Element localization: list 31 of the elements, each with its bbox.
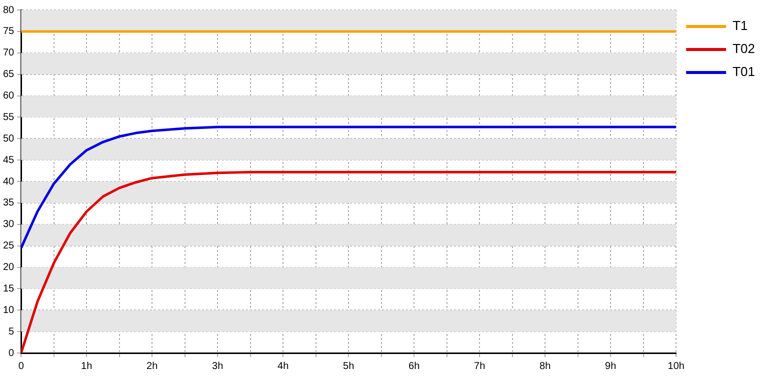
y-tick-label: 0	[8, 348, 15, 359]
y-tick-label: 35	[3, 198, 15, 209]
y-tick-label: 80	[3, 4, 15, 16]
x-tick-label: 9h	[605, 360, 616, 372]
x-tick-label: 0	[18, 360, 24, 372]
y-tick-label: 5	[8, 326, 15, 338]
y-tick-label: 15	[3, 283, 15, 294]
y-tick-label: 45	[3, 154, 15, 166]
x-tick-label: 5h	[343, 360, 354, 372]
x-tick-label: 10h	[668, 360, 684, 372]
legend-label: T02	[732, 41, 756, 56]
y-tick-label: 40	[3, 176, 15, 188]
y-tick-label: 55	[3, 112, 15, 123]
y-tick-label: 20	[3, 262, 15, 273]
legend-label: T1	[732, 18, 748, 34]
y-tick-label: 60	[3, 90, 15, 102]
y-tick-label: 25	[3, 240, 15, 252]
x-tick-label: 8h	[540, 360, 551, 372]
x-tick-label: 6h	[408, 360, 420, 372]
y-tick-label: 10	[3, 304, 15, 316]
legend-label: T01	[732, 64, 756, 80]
x-tick-label: 2h	[146, 360, 158, 372]
y-tick-label: 70	[3, 48, 15, 59]
y-tick-label: 75	[3, 26, 15, 38]
x-tick-label: 3h	[212, 360, 224, 372]
y-tick-label: 50	[3, 133, 15, 144]
y-tick-label: 65	[3, 69, 15, 80]
y-tick-label: 30	[3, 219, 15, 230]
x-tick-label: 1h	[81, 360, 92, 372]
x-tick-label: 4h	[278, 360, 289, 372]
x-tick-label: 7h	[474, 360, 486, 372]
